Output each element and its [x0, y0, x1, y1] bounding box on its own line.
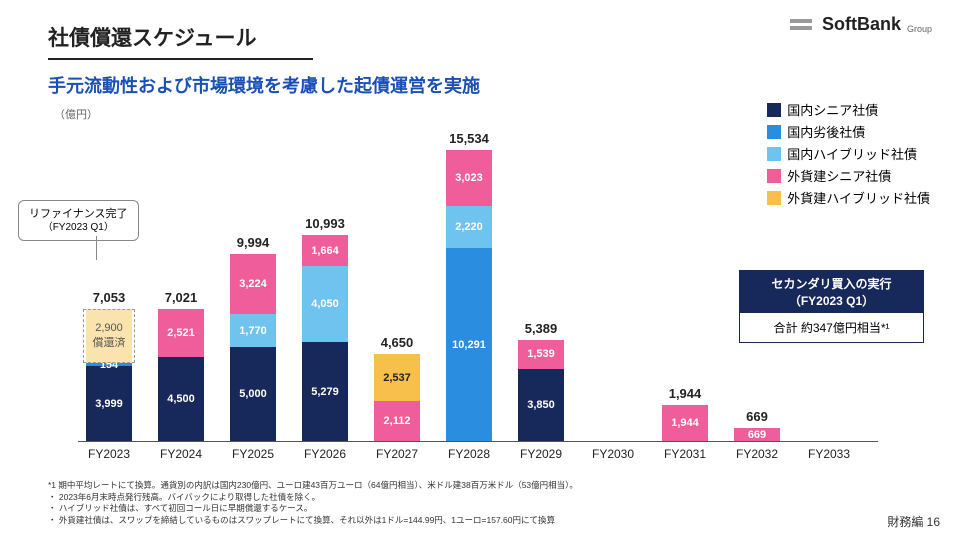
- bar-segment-foreign_senior: 1,539: [518, 340, 564, 369]
- x-axis-label: FY2025: [218, 447, 288, 461]
- bar-total-label: 9,994: [230, 235, 276, 250]
- bar-segment-foreign_senior: 3,224: [230, 254, 276, 314]
- page-subtitle: 手元流動性および市場環境を考慮した起債運営を実施: [48, 72, 920, 98]
- bar-total-label: 4,650: [374, 335, 420, 350]
- footnote-line: ・ 2023年6月末時点発行残高。バイバックにより取得した社債を除く。: [48, 492, 578, 503]
- segment-value-label: 10,291: [452, 339, 486, 351]
- bar-segment-domestic_hybrid: 2,220: [446, 206, 492, 248]
- bar-segment-foreign_senior: 2,112: [374, 401, 420, 441]
- bar-segment-domestic_senior: 3,850: [518, 369, 564, 441]
- bar-segment-foreign_senior: 3,023: [446, 150, 492, 207]
- bar-segment-foreign_senior: 1,944: [662, 405, 708, 441]
- bar-segment-domestic_senior: 5,000: [230, 347, 276, 441]
- legend-label: 国内シニア社債: [787, 100, 878, 119]
- bar-total-label: 10,993: [302, 216, 348, 231]
- segment-value-label: 5,000: [239, 388, 267, 400]
- segment-value-label: 3,999: [95, 398, 123, 410]
- legend-label: 国内ハイブリッド社債: [787, 144, 917, 163]
- x-axis-label: FY2030: [578, 447, 648, 461]
- bar-segment-domestic_sub: 10,291: [446, 248, 492, 441]
- infobox-body: 合計 約347億円相当*¹: [740, 313, 923, 342]
- legend-item: 国内劣後社債: [767, 122, 930, 141]
- legend-item: 外貨建ハイブリッド社債: [767, 188, 930, 207]
- bar-total-label: 15,534: [446, 131, 492, 146]
- bar-segment-domestic_hybrid: 4,050: [302, 266, 348, 342]
- x-axis-label: FY2028: [434, 447, 504, 461]
- segment-value-label: 2,112: [384, 415, 411, 427]
- segment-value-label: 2,537: [383, 372, 411, 384]
- bar-segment-domestic_senior: 3,999: [86, 366, 132, 441]
- segment-value-label: 3,850: [527, 399, 555, 411]
- x-axis-label: FY2027: [362, 447, 432, 461]
- overlay-value: 2,900: [95, 322, 123, 334]
- footnote-line: ・ ハイブリッド社債は、すべて初回コール日に早期償還するケース。: [48, 503, 578, 514]
- secondary-purchase-infobox: セカンダリ買入の実行 （FY2023 Q1） 合計 約347億円相当*¹: [739, 270, 924, 343]
- bar-segment-domestic_sub: 154: [86, 363, 132, 366]
- infobox-head1: セカンダリ買入の実行: [744, 275, 919, 292]
- footnotes: *1 期中平均レートにて換算。通貨別の内訳は国内230億円、ユーロ建43百万ユー…: [48, 480, 578, 526]
- segment-value-label: 1,770: [239, 325, 267, 337]
- bar-segment-foreign_senior: 2,521: [158, 309, 204, 356]
- legend-item: 国内ハイブリッド社債: [767, 144, 930, 163]
- x-axis-label: FY2032: [722, 447, 792, 461]
- brand-name: SoftBank: [822, 14, 901, 35]
- legend-swatch: [767, 169, 781, 183]
- legend-swatch: [767, 125, 781, 139]
- legend-item: 外貨建シニア社債: [767, 166, 930, 185]
- bar-total-label: 669: [734, 409, 780, 424]
- legend-label: 外貨建シニア社債: [787, 166, 891, 185]
- overlay-label: 償還済: [93, 334, 126, 350]
- segment-value-label: 5,279: [311, 386, 339, 398]
- page-title: 社債償還スケジュール: [48, 22, 313, 60]
- logo-bars-icon: [790, 19, 812, 30]
- bar-total-label: 7,053: [86, 290, 132, 305]
- bar-total-label: 7,021: [158, 290, 204, 305]
- bar-segment-domestic_hybrid: 1,770: [230, 314, 276, 347]
- x-axis-label: FY2029: [506, 447, 576, 461]
- x-axis-label: FY2026: [290, 447, 360, 461]
- x-axis-label: FY2031: [650, 447, 720, 461]
- brand-sub: Group: [907, 24, 932, 34]
- redeemed-overlay: 2,900償還済: [83, 309, 135, 363]
- legend-swatch: [767, 147, 781, 161]
- bar-segment-foreign_senior: 1,664: [302, 235, 348, 266]
- infobox-head2: （FY2023 Q1）: [744, 292, 919, 309]
- brand-logo: SoftBank Group: [790, 14, 932, 35]
- legend-item: 国内シニア社債: [767, 100, 930, 119]
- bar-segment-domestic_senior: 5,279: [302, 342, 348, 441]
- segment-value-label: 1,664: [311, 245, 339, 257]
- legend-label: 外貨建ハイブリッド社債: [787, 188, 930, 207]
- segment-value-label: 2,521: [167, 327, 195, 339]
- x-axis-label: FY2024: [146, 447, 216, 461]
- segment-value-label: 3,224: [239, 278, 267, 290]
- legend-swatch: [767, 103, 781, 117]
- segment-value-label: 1,944: [671, 417, 699, 429]
- legend-label: 国内劣後社債: [787, 122, 865, 141]
- segment-value-label: 3,023: [455, 172, 483, 184]
- segment-value-label: 4,050: [311, 298, 339, 310]
- x-axis-label: FY2033: [794, 447, 864, 461]
- segment-value-label: 669: [748, 429, 766, 441]
- page-number: 財務編 16: [887, 513, 940, 530]
- chart-legend: 国内シニア社債国内劣後社債国内ハイブリッド社債外貨建シニア社債外貨建ハイブリッド…: [767, 100, 930, 210]
- footnote-line: ・ 外貨建社債は、スワップを締結しているものはスワップレートにて換算、それ以外は…: [48, 515, 578, 526]
- segment-value-label: 2,220: [455, 221, 483, 233]
- bar-segment-foreign_senior: 669: [734, 428, 780, 441]
- x-axis-label: FY2023: [74, 447, 144, 461]
- bar-segment-domestic_senior: 4,500: [158, 357, 204, 441]
- footnote-line: *1 期中平均レートにて換算。通貨別の内訳は国内230億円、ユーロ建43百万ユー…: [48, 480, 578, 491]
- bar-total-label: 1,944: [662, 386, 708, 401]
- segment-value-label: 1,539: [527, 348, 555, 360]
- segment-value-label: 4,500: [167, 393, 195, 405]
- bar-segment-foreign_hybrid: 2,537: [374, 354, 420, 402]
- legend-swatch: [767, 191, 781, 205]
- bar-total-label: 5,389: [518, 321, 564, 336]
